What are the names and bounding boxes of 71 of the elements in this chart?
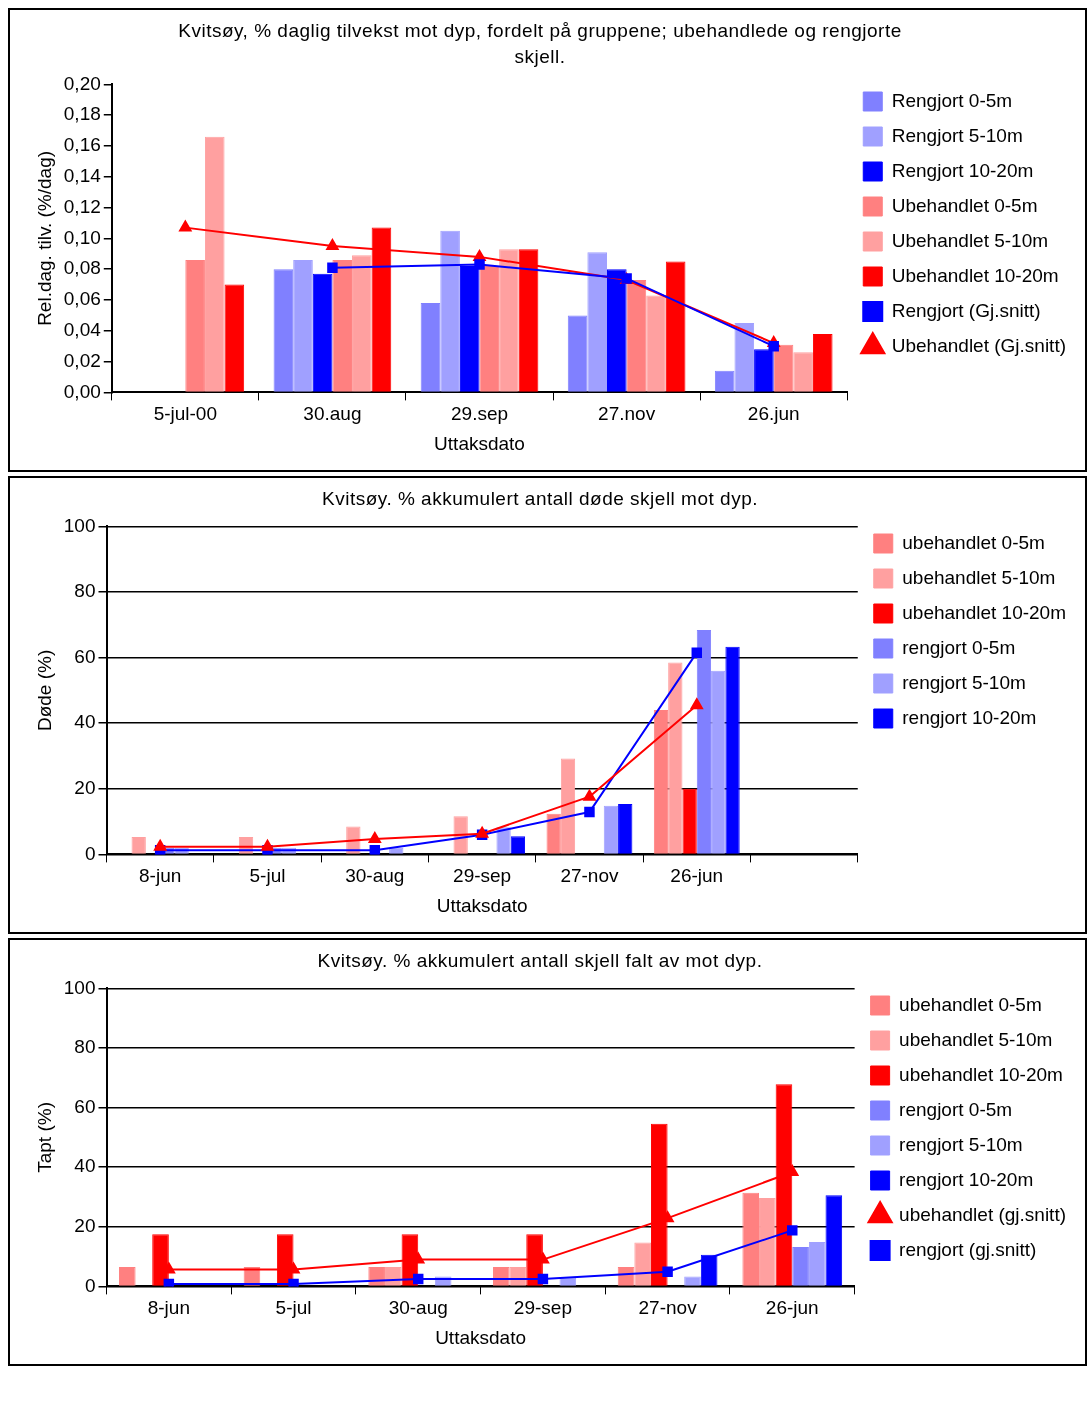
legend-label: ubehandlet 5-10m xyxy=(899,1028,1053,1050)
legend-label: Ubehandlet 0-5m xyxy=(891,194,1038,216)
legend-label: Rengjort 0-5m xyxy=(891,89,1013,111)
x-axis-title: Uttaksdato xyxy=(434,432,525,454)
y-tick-label: 40 xyxy=(74,1155,96,1177)
legend-label: ubehandlet 0-5m xyxy=(902,531,1045,553)
legend-label: ubehandlet 10-20m xyxy=(899,1063,1063,1085)
legend-label: ubehandlet 5-10m xyxy=(902,566,1056,588)
x-axis-title: Uttaksdato xyxy=(435,1326,526,1348)
x-tick-label: 26.jun xyxy=(747,403,800,425)
x-tick-label: 5-jul-00 xyxy=(153,403,218,425)
legend-label: ubehandlet (gj.snitt) xyxy=(899,1203,1067,1225)
legend-label: rengjort 5-10m xyxy=(899,1133,1023,1155)
legend-label: Ubehandlet 10-20m xyxy=(891,264,1059,286)
x-tick-label: 29-sep xyxy=(513,1297,572,1319)
legend-label: Ubehandlet 5-10m xyxy=(891,229,1049,251)
x-axis-title: Uttaksdato xyxy=(436,894,528,916)
x-tick-label: 27.nov xyxy=(598,403,656,425)
x-tick-label: 29.sep xyxy=(450,403,509,425)
legend-label: Rengjort 5-10m xyxy=(891,124,1023,146)
y-tick-label: 0,08 xyxy=(63,257,101,279)
y-axis-title: Rel.dag. tilv. (%/dag) xyxy=(33,150,55,326)
x-tick-label: 8-jun xyxy=(139,865,182,887)
legend-label: rengjort 0-5m xyxy=(902,636,1016,658)
y-tick-label: 0,14 xyxy=(63,165,102,187)
x-tick-label: 30-aug xyxy=(388,1297,448,1319)
y-tick-label: 0,10 xyxy=(63,226,101,248)
legend-label: rengjort 10-20m xyxy=(899,1168,1034,1190)
x-tick-label: 30.aug xyxy=(303,403,362,425)
y-tick-label: 100 xyxy=(63,514,96,536)
y-tick-label: 0,16 xyxy=(63,134,101,156)
y-tick-label: 20 xyxy=(74,777,96,799)
y-tick-label: 0,00 xyxy=(63,380,101,402)
x-tick-label: 5-jul xyxy=(275,1297,312,1319)
legend-label: rengjort 10-20m xyxy=(902,706,1037,728)
legend-label: rengjort (gj.snitt) xyxy=(899,1238,1037,1260)
y-tick-label: 0,04 xyxy=(63,319,102,341)
y-tick-label: 100 xyxy=(63,976,96,998)
chart-title: Kvitsøy. % akkumulert antall døde skjell mot dyp. xyxy=(321,487,759,511)
x-tick-label: 27-nov xyxy=(638,1297,698,1319)
y-tick-label: 80 xyxy=(74,580,96,602)
legend-label: rengjort 5-10m xyxy=(902,671,1026,693)
y-tick-label: 40 xyxy=(74,711,96,733)
y-tick-label: 20 xyxy=(74,1215,96,1237)
y-tick-label: 80 xyxy=(74,1036,96,1058)
x-tick-label: 26-jun xyxy=(765,1297,819,1319)
legend-label: ubehandlet 10-20m xyxy=(902,601,1067,623)
y-tick-label: 0 xyxy=(84,842,96,864)
chart-title: Kvitsøy. % akkumulert antall skjell falt av mot dyp. xyxy=(316,949,764,973)
y-tick-label: 0,06 xyxy=(63,288,101,310)
x-tick-label: 5-jul xyxy=(249,865,286,887)
y-tick-label: 0,18 xyxy=(63,103,101,125)
y-tick-label: 60 xyxy=(74,1095,96,1117)
legend-label: Rengjort (Gj.snitt) xyxy=(891,299,1041,321)
legend-label: ubehandlet 0-5m xyxy=(899,993,1042,1015)
chart-title: Kvitsøy, % daglig tilvekst mot dyp, fordelt på gruppene; ubehandlede og rengjorte skjell. xyxy=(177,19,903,69)
x-tick-label: 26-jun xyxy=(670,865,724,887)
legend-label: Rengjort 10-20m xyxy=(891,159,1034,181)
legend-label: rengjort 0-5m xyxy=(899,1098,1013,1120)
x-tick-label: 30-aug xyxy=(345,865,405,887)
y-tick-label: 0,12 xyxy=(63,195,101,217)
y-axis-title: Tapt (%) xyxy=(33,1102,55,1173)
x-tick-label: 27-nov xyxy=(560,865,619,887)
y-tick-label: 0,02 xyxy=(63,349,101,371)
x-tick-label: 29-sep xyxy=(453,865,512,887)
y-axis-title: Døde (%) xyxy=(33,649,55,732)
y-tick-label: 0 xyxy=(84,1274,96,1296)
y-tick-label: 60 xyxy=(74,645,96,667)
y-tick-label: 0,20 xyxy=(63,72,101,94)
x-tick-label: 8-jun xyxy=(147,1297,190,1319)
legend-label: Ubehandlet (Gj.snitt) xyxy=(891,334,1066,356)
